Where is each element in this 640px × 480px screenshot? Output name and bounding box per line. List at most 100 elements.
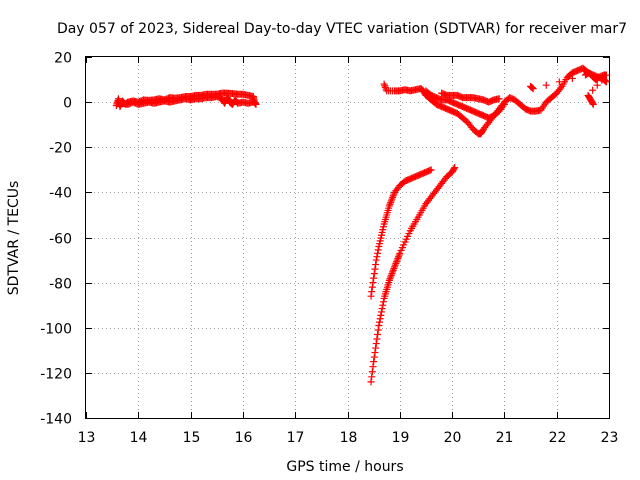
data-point-marker — [373, 253, 381, 261]
data-point-marker — [379, 298, 387, 306]
x-tick-label: 18 — [340, 430, 358, 446]
data-point-marker — [376, 315, 384, 323]
y-tick-label: 0 — [63, 96, 72, 112]
data-point-marker — [427, 166, 435, 174]
x-tick-labels: 13 14 15 16 17 18 19 20 21 22 23 — [78, 430, 619, 446]
data-point-marker — [249, 98, 257, 106]
y-tick-label: -40 — [49, 186, 72, 202]
data-point-marker — [593, 81, 601, 89]
data-point-marker — [370, 274, 378, 282]
data-point-marker — [372, 340, 380, 348]
data-point-marker — [542, 81, 550, 89]
x-tick-label: 19 — [392, 430, 410, 446]
data-point-marker — [529, 85, 537, 93]
data-point-marker — [598, 76, 606, 84]
series-arc-c — [367, 166, 435, 300]
data-point-marker — [395, 251, 403, 259]
data-point-marker — [394, 254, 402, 262]
data-point-marker — [380, 80, 388, 88]
data-point-marker — [394, 253, 402, 261]
data-point-marker — [387, 273, 395, 281]
data-point-marker — [370, 358, 378, 366]
y-tick-label: -80 — [49, 277, 72, 293]
x-tick-label: 15 — [183, 430, 201, 446]
data-point-marker — [451, 164, 459, 172]
plot-frame — [85, 56, 610, 419]
data-point-marker — [388, 270, 396, 278]
data-point-marker — [379, 301, 387, 309]
y-tick-label: 20 — [54, 51, 72, 67]
data-point-marker — [557, 84, 565, 92]
data-point-marker — [386, 275, 394, 283]
data-point-marker — [370, 353, 378, 361]
chart-title: Day 057 of 2023, Sidereal Day-to-day VTE… — [57, 21, 627, 37]
series-arc-d — [367, 164, 459, 386]
x-axis-title: GPS time / hours — [286, 459, 403, 475]
x-tick-label: 22 — [549, 430, 567, 446]
data-point-marker — [381, 82, 389, 90]
data-point-marker — [370, 270, 378, 278]
data-point-marker — [373, 335, 381, 343]
data-point-marker — [377, 311, 385, 319]
y-tick-label: -20 — [49, 141, 72, 157]
data-point-marker — [381, 83, 389, 91]
data-point-marker — [392, 259, 400, 267]
data-point-marker — [372, 344, 380, 352]
data-point-marker — [589, 99, 597, 107]
data-point-marker — [376, 318, 384, 326]
data-point-marker — [372, 261, 380, 269]
data-point-marker — [387, 199, 395, 207]
data-point-marker — [393, 258, 401, 266]
data-point-marker — [374, 246, 382, 254]
data-point-marker — [386, 200, 394, 208]
x-tick-label: 13 — [78, 430, 96, 446]
data-point-marker — [387, 197, 395, 205]
y-tick-label: -100 — [40, 322, 72, 338]
data-point-marker — [388, 195, 396, 203]
data-point-marker — [369, 363, 377, 371]
data-point-marker — [374, 249, 382, 257]
data-point-marker — [368, 368, 376, 376]
data-point-marker — [369, 279, 377, 287]
x-tick-label: 21 — [496, 430, 514, 446]
data-point-marker — [499, 102, 507, 110]
y-tick-labels: 20 0 -20 -40 -60 -80 -100 -120 -140 — [40, 51, 72, 428]
data-point-marker — [450, 165, 458, 173]
y-axis-title: SDTVAR / TECUs — [6, 181, 22, 296]
data-point-marker — [589, 86, 597, 94]
data-point-marker — [371, 349, 379, 357]
data-point-marker — [367, 378, 375, 386]
data-point-marker — [385, 276, 393, 284]
data-point-marker — [589, 100, 597, 108]
data-point-marker — [389, 192, 397, 200]
data-point-marker — [391, 261, 399, 269]
axis-ticks — [86, 57, 610, 419]
data-point-marker — [391, 263, 399, 271]
data-points — [112, 64, 610, 386]
data-point-marker — [372, 256, 380, 264]
series-arc-g — [438, 89, 503, 106]
y-tick-label: -120 — [40, 367, 72, 383]
y-tick-label: -140 — [40, 412, 72, 428]
x-tick-label: 17 — [287, 430, 305, 446]
data-point-marker — [374, 331, 382, 339]
x-tick-label: 16 — [235, 430, 253, 446]
data-point-marker — [602, 78, 610, 86]
data-point-marker — [602, 71, 610, 79]
series-arc-b — [113, 92, 257, 108]
x-tick-label: 23 — [601, 430, 619, 446]
data-point-marker — [390, 265, 398, 273]
data-point-marker — [500, 100, 508, 108]
data-point-marker — [367, 292, 375, 300]
data-point-marker — [371, 265, 379, 273]
data-point-marker — [393, 256, 401, 264]
data-point-marker — [555, 78, 563, 86]
data-point-marker — [389, 193, 397, 201]
data-point-marker — [377, 308, 385, 316]
data-point-marker — [389, 268, 397, 276]
grid — [86, 57, 609, 418]
data-point-marker — [378, 305, 386, 313]
x-tick-label: 14 — [130, 430, 148, 446]
series-arc-h — [527, 69, 610, 108]
